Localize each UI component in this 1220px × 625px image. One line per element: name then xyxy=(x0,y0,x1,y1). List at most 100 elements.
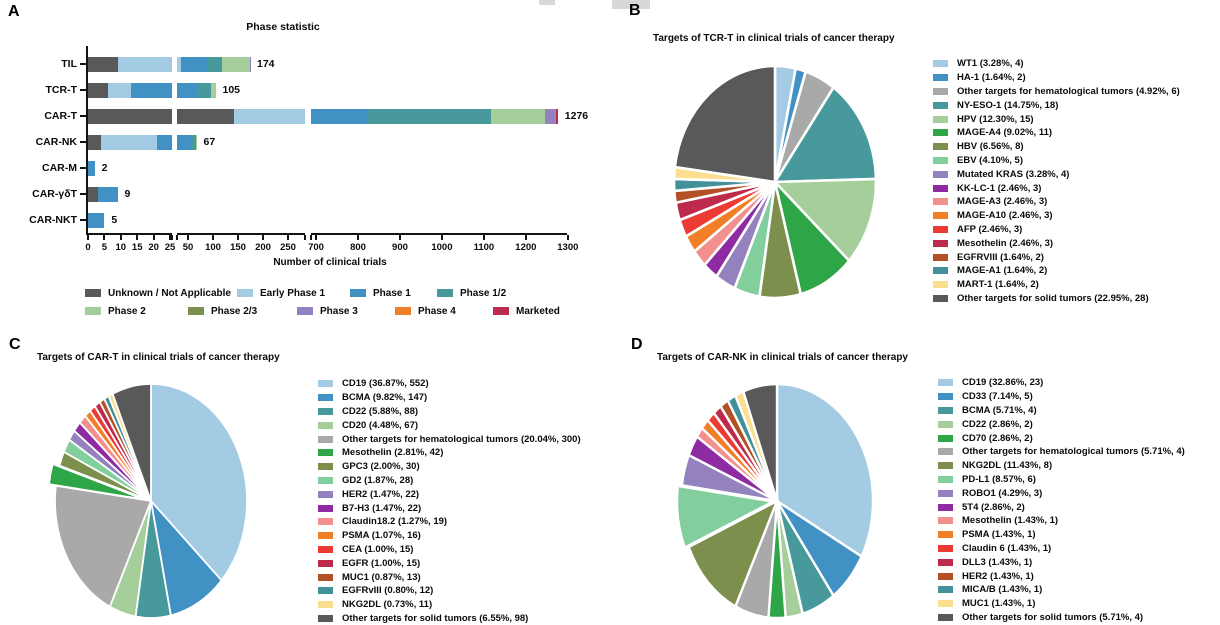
legend-label-pd-l1: PD-L1 (8.57%, 6) xyxy=(962,473,1036,485)
legend-item-bcma: BCMA (5.71%, 4) xyxy=(938,404,1185,418)
legend-item-other-targets-for-solid-tumors: Other targets for solid tumors (6.55%, 9… xyxy=(318,612,581,625)
x-axis-tick-label: 700 xyxy=(308,242,324,253)
bar-total-label: 9 xyxy=(124,188,131,200)
legend-label-mage-a3: MAGE-A3 (2.46%, 3) xyxy=(957,196,1048,208)
legend-swatch-pd-l1 xyxy=(938,475,953,483)
x-axis-tick-label: 0 xyxy=(85,242,91,253)
legend-swatch-cea xyxy=(318,545,333,553)
x-axis-tick xyxy=(566,235,569,240)
pie-slice-ny-eso-1 xyxy=(772,85,878,184)
pie-slice-other-targets-for-hematological-tumors xyxy=(54,484,153,609)
legend-item-phase-2: Phase 2 xyxy=(85,305,146,317)
pie-slice-other-targets-for-solid-tumors xyxy=(741,382,779,502)
legend-label-nkg2dl: NKG2DL (11.43%, 8) xyxy=(962,460,1053,472)
legend-label-gd2: GD2 (1.87%, 28) xyxy=(342,474,414,486)
legend-label-kk-lc-1: KK-LC-1 (2.46%, 3) xyxy=(957,182,1042,194)
legend-item-mart-1: MART-1 (1.64%, 2) xyxy=(933,278,1180,292)
legend-item-egfrviii: EGFRVIII (1.64%, 2) xyxy=(933,250,1180,264)
bar-segment-til-early-phase-1 xyxy=(177,56,181,72)
legend-item-other-targets-for-hematological-tumors: Other targets for hematological tumors (… xyxy=(318,432,581,446)
legend-item-egfrviii: EGFRvIII (0.80%, 12) xyxy=(318,584,581,598)
legend-item-cea: CEA (1.00%, 15) xyxy=(318,543,581,557)
x-axis-line xyxy=(311,233,567,235)
x-axis-tick-label: 200 xyxy=(255,242,271,253)
y-axis-tick xyxy=(80,193,86,195)
bar-segment-car-t-phase-4 xyxy=(554,108,556,124)
legend-item-muc1: MUC1 (0.87%, 13) xyxy=(318,570,581,584)
legend-swatch-mesothelin xyxy=(318,449,333,457)
bar-total-label: 105 xyxy=(222,84,241,96)
legend-label-egfrviii: EGFRVIII (1.64%, 2) xyxy=(957,251,1044,263)
x-axis-tick xyxy=(262,235,264,240)
legend-swatch-gd2 xyxy=(318,476,333,484)
legend-item-her2: HER2 (1.47%, 22) xyxy=(318,487,581,501)
legend-label-egfrviii: EGFRvIII (0.80%, 12) xyxy=(342,585,434,597)
pie-slice-pd-l1 xyxy=(675,484,777,550)
legend-item-ha-1: HA-1 (1.64%, 2) xyxy=(933,71,1180,85)
legend-label-cd19: CD19 (36.87%, 552) xyxy=(342,378,429,390)
pie-slice-nkg2dl xyxy=(687,498,780,609)
bar-segment-car-t-marketed xyxy=(555,108,558,124)
legend-swatch-psma xyxy=(938,531,953,539)
x-axis-tick xyxy=(482,235,485,240)
bar-segment-car-nk-phase-1 xyxy=(177,134,191,150)
legend-label-dll3: DLL3 (1.43%, 1) xyxy=(962,556,1033,568)
legend-swatch-mesothelin xyxy=(933,239,948,247)
x-axis-tick xyxy=(212,235,214,240)
legend-label-her2: HER2 (1.43%, 1) xyxy=(962,570,1034,582)
bar-segment-car-nk-unknown-not-applicable xyxy=(88,134,102,150)
pie-slice-other-targets-for-solid-tumors xyxy=(111,383,152,502)
pie-slice-bcma xyxy=(149,498,223,617)
legend-label-phase-3: Phase 3 xyxy=(320,305,358,317)
legend-item-mage-a10: MAGE-A10 (2.46%, 3) xyxy=(933,209,1180,223)
legend-label-phase-2-3: Phase 2/3 xyxy=(211,305,258,317)
legend-item-ebv: EBV (4.10%, 5) xyxy=(933,154,1180,168)
pie-c-title: Targets of CAR-T in clinical trials of c… xyxy=(37,352,280,363)
x-axis-line xyxy=(177,233,305,235)
legend-item-claudin-6: Claudin 6 (1.43%, 1) xyxy=(938,542,1185,556)
x-axis-tick xyxy=(287,235,289,240)
x-axis-tick xyxy=(398,235,401,240)
legend-label-cd22: CD22 (5.88%, 88) xyxy=(342,405,419,417)
legend-swatch-kk-lc-1 xyxy=(933,184,948,192)
legend-item-mesothelin: Mesothelin (1.43%, 1) xyxy=(938,514,1185,528)
legend-label-early-phase-1: Early Phase 1 xyxy=(260,287,326,299)
legend-swatch-phase-2 xyxy=(85,307,101,315)
legend-swatch-b7-h3 xyxy=(318,504,333,512)
legend-item-marketed: Marketed xyxy=(493,305,560,317)
legend-label-claudin18-2: Claudin18.2 (1.27%, 19) xyxy=(342,516,448,528)
legend-label-psma: PSMA (1.07%, 16) xyxy=(342,530,421,542)
phase-bar-chart: 0 5 10 15 20 25 50 100 150 200 250 700 800 900 1000 110… xyxy=(0,0,620,285)
legend-label-cd20: CD20 (4.48%, 67) xyxy=(342,419,419,431)
legend-item-mage-a4: MAGE-A4 (9.02%, 11) xyxy=(933,126,1180,140)
legend-item-other-targets-for-hematological-tumors: Other targets for hematological tumors (… xyxy=(933,85,1180,99)
legend-item-other-targets-for-hematological-tumors: Other targets for hematological tumors (… xyxy=(938,445,1185,459)
bar-segment-car-t-phase-1-2 xyxy=(366,108,492,124)
legend-item-cd19: CD19 (36.87%, 552) xyxy=(318,377,581,391)
legend-swatch-wt1 xyxy=(933,60,948,68)
legend-item-gd2: GD2 (1.87%, 28) xyxy=(318,474,581,488)
legend-item-afp: AFP (2.46%, 3) xyxy=(933,223,1180,237)
legend-item-5t4: 5T4 (2.86%, 2) xyxy=(938,500,1185,514)
legend-item-unknown-not-applicable: Unknown / Not Applicable xyxy=(85,287,231,299)
bar-segment-car-nk-phase-1-2 xyxy=(190,134,196,150)
legend-item-psma: PSMA (1.43%, 1) xyxy=(938,528,1185,542)
legend-item-robo1: ROBO1 (4.29%, 3) xyxy=(938,486,1185,500)
screen-artifact xyxy=(539,0,555,5)
bar-chart-x-axis-label: Number of clinical trials xyxy=(273,257,387,268)
x-axis-tick-label: 5 xyxy=(101,242,108,253)
legend-swatch-egfrviii xyxy=(318,587,333,595)
legend-label-muc1: MUC1 (1.43%, 1) xyxy=(962,598,1036,610)
legend-label-other-targets-for-hematological-tumors: Other targets for hematological tumors (… xyxy=(962,446,1185,458)
legend-item-mesothelin: Mesothelin (2.81%, 42) xyxy=(318,446,581,460)
legend-label-mesothelin: Mesothelin (2.46%, 3) xyxy=(957,237,1054,249)
category-label-tcr-t: TCR-T xyxy=(45,84,78,96)
bar-segment-car-t-unknown-not-applicable xyxy=(88,108,172,124)
legend-item-her2: HER2 (1.43%, 1) xyxy=(938,569,1185,583)
legend-swatch-other-targets-for-hematological-tumors xyxy=(318,435,333,443)
legend-swatch-cd20 xyxy=(318,421,333,429)
bar-axis-segment-2 xyxy=(177,45,305,231)
legend-swatch-phase-2-3 xyxy=(188,307,204,315)
legend-label-claudin-6: Claudin 6 (1.43%, 1) xyxy=(962,542,1052,554)
